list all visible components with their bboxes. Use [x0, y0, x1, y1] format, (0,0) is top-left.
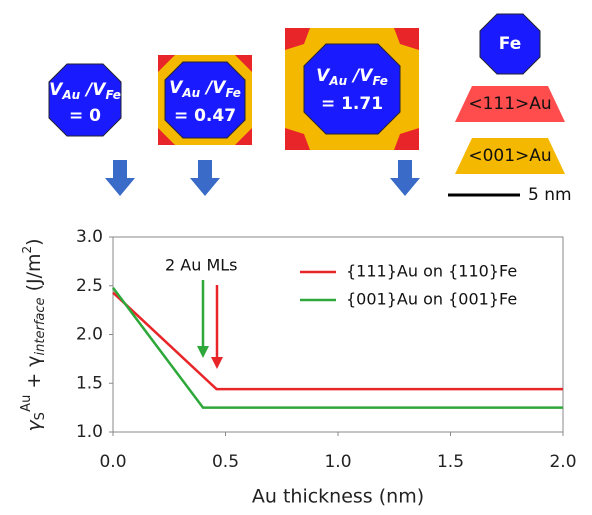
x-tick-label: 0.5	[212, 452, 239, 472]
y-tick-label: 1.5	[76, 373, 103, 393]
legend-label: {001}Au on {001}Fe	[346, 290, 517, 309]
y-tick-label: 1.0	[76, 422, 103, 442]
fe-key-label: Fe	[499, 34, 521, 54]
ratio-label: VAu /VFe	[169, 78, 241, 100]
au111-corner	[158, 128, 175, 145]
au111-corner	[235, 55, 252, 72]
x-tick-label: 1.0	[324, 452, 351, 472]
pointer-arrows	[105, 160, 420, 196]
fe-particle	[303, 43, 401, 135]
annotation: 2 Au MLs	[165, 256, 238, 275]
au111-corner	[235, 128, 252, 145]
y-tick-label: 2.0	[76, 325, 103, 345]
x-tick-label: 0.0	[99, 452, 126, 472]
au001-key-label: <001>Au	[468, 146, 551, 166]
au111-corner	[158, 55, 175, 72]
scale-label: 5 nm	[528, 185, 572, 205]
ratio-value: = 0.47	[174, 106, 236, 126]
au111-corner	[394, 128, 419, 150]
ratio-value: = 1.71	[321, 94, 383, 114]
x-tick-label: 1.5	[437, 452, 464, 472]
fe-key	[479, 13, 541, 75]
ratio-value: = 0	[69, 106, 101, 126]
au111-corner	[285, 28, 310, 50]
au111-key	[455, 86, 565, 122]
au111-key-label: <111>Au	[468, 94, 551, 114]
y-axis-title: γSAu + γinterface (J/m2)	[19, 238, 48, 431]
series-line	[112, 291, 563, 391]
ratio-label: VAu /VFe	[49, 80, 121, 102]
x-axis-title: Au thickness (nm)	[252, 486, 424, 508]
y-tick-label: 2.5	[76, 276, 103, 296]
fe-particle	[48, 63, 122, 137]
legend-label: {111}Au on {110}Fe	[346, 262, 517, 281]
series-line	[112, 286, 563, 409]
au001-key	[455, 138, 565, 174]
annotation-arrows	[197, 280, 223, 369]
x-tick-label: 2.0	[549, 452, 576, 472]
fe-particle	[164, 61, 246, 139]
y-tick-label: 3.0	[76, 227, 103, 247]
au111-corner	[285, 128, 310, 150]
ratio-label: VAu /VFe	[316, 66, 388, 88]
au111-corner	[394, 28, 419, 50]
